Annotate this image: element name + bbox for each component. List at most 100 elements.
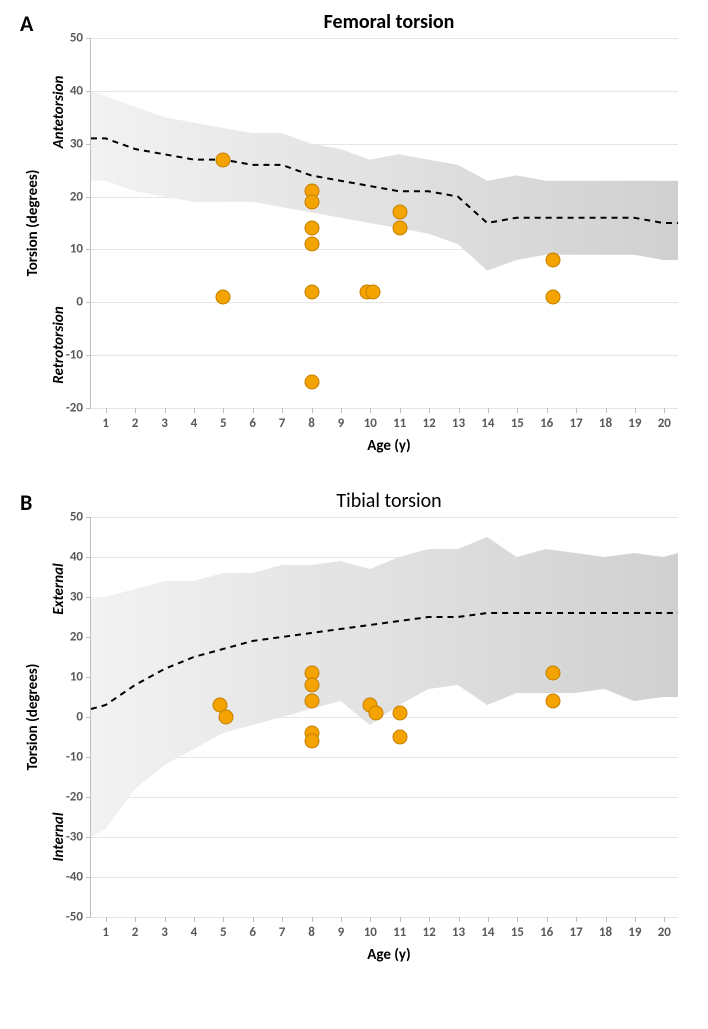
y-tick-label: 40 (70, 550, 91, 565)
x-tick-label: 17 (570, 917, 583, 940)
plot-area: -20-100102030405012345678910111213141516… (90, 38, 678, 409)
x-tick-label: 14 (481, 917, 494, 940)
x-tick-label: 16 (540, 917, 553, 940)
panel-title: Femoral torsion (90, 10, 688, 34)
y-tick-label: -10 (66, 750, 91, 765)
data-marker (545, 253, 560, 268)
side-annotation: Antetorsion (50, 76, 68, 149)
y-tick-label: 0 (76, 710, 91, 725)
x-tick-label: 18 (599, 408, 612, 431)
x-tick-label: 11 (393, 408, 406, 431)
y-tick-label: 30 (70, 136, 91, 151)
x-tick-label: 3 (161, 917, 168, 940)
x-tick-label: 5 (220, 917, 227, 940)
x-tick-label: 13 (452, 408, 465, 431)
x-tick-label: 15 (511, 408, 524, 431)
y-axis-label: Torsion (degrees) (24, 664, 42, 771)
side-annotation: Retrotorsion (50, 306, 68, 384)
data-marker (304, 678, 319, 693)
data-marker (304, 194, 319, 209)
figure-root: AFemoral torsion-20-10010203040501234567… (0, 0, 708, 1029)
x-tick-label: 5 (220, 408, 227, 431)
x-tick-label: 4 (191, 408, 198, 431)
y-tick-label: -20 (66, 790, 91, 805)
data-marker (216, 290, 231, 305)
y-tick-label: 0 (76, 295, 91, 310)
x-tick-label: 18 (599, 917, 612, 940)
data-marker (392, 221, 407, 236)
reference-band (91, 91, 678, 271)
y-tick-label: 50 (70, 510, 91, 525)
x-tick-label: 14 (481, 408, 494, 431)
y-tick-label: -50 (66, 910, 91, 925)
x-tick-label: 2 (132, 408, 139, 431)
x-tick-label: 19 (628, 917, 641, 940)
data-marker (304, 284, 319, 299)
data-marker (392, 706, 407, 721)
plot-area: -50-40-30-20-100102030405012345678910111… (90, 517, 678, 918)
x-tick-label: 15 (511, 917, 524, 940)
data-marker (545, 290, 560, 305)
y-tick-label: -30 (66, 830, 91, 845)
x-tick-label: 6 (249, 408, 256, 431)
data-marker (304, 694, 319, 709)
data-marker (304, 221, 319, 236)
x-tick-label: 20 (658, 917, 671, 940)
chart-svg-layer (91, 38, 678, 408)
chart-svg-layer (91, 517, 678, 917)
panel-B: BTibial torsion-50-40-30-20-100102030405… (20, 489, 688, 964)
x-tick-label: 12 (423, 408, 436, 431)
y-tick-label: -40 (66, 870, 91, 885)
y-tick-label: -10 (66, 348, 91, 363)
x-tick-label: 17 (570, 408, 583, 431)
x-tick-label: 12 (423, 917, 436, 940)
side-annotation: External (50, 563, 68, 614)
data-marker (304, 374, 319, 389)
y-tick-label: 10 (70, 670, 91, 685)
data-marker (545, 666, 560, 681)
x-tick-label: 9 (338, 408, 345, 431)
panel-label: B (20, 489, 32, 516)
x-tick-label: 2 (132, 917, 139, 940)
y-axis-label: Torsion (degrees) (24, 170, 42, 277)
data-marker (216, 152, 231, 167)
x-tick-label: 7 (279, 408, 286, 431)
reference-band (91, 537, 678, 837)
side-annotation: Internal (50, 812, 68, 861)
y-tick-label: 30 (70, 590, 91, 605)
y-gridline (91, 917, 678, 918)
data-marker (369, 706, 384, 721)
y-tick-label: 20 (70, 189, 91, 204)
x-tick-label: 10 (364, 408, 377, 431)
data-marker (392, 730, 407, 745)
data-marker (392, 205, 407, 220)
x-tick-label: 10 (364, 917, 377, 940)
x-tick-label: 16 (540, 408, 553, 431)
data-marker (304, 237, 319, 252)
y-tick-label: 40 (70, 83, 91, 98)
data-marker (366, 284, 381, 299)
panel-title: Tibial torsion (90, 489, 688, 513)
x-tick-label: 9 (338, 917, 345, 940)
x-tick-label: 1 (102, 917, 109, 940)
data-marker (219, 710, 234, 725)
x-tick-label: 4 (191, 917, 198, 940)
x-tick-label: 8 (308, 408, 315, 431)
x-tick-label: 11 (393, 917, 406, 940)
x-axis-label: Age (y) (90, 437, 688, 455)
y-tick-label: 10 (70, 242, 91, 257)
panel-A: A Femoral torsion -20-10010203040501234567… (20, 10, 688, 455)
y-tick-label: -20 (66, 401, 91, 416)
y-tick-label: 20 (70, 630, 91, 645)
x-tick-label: 20 (658, 408, 671, 431)
y-gridline (91, 408, 678, 409)
x-tick-label: 19 (628, 408, 641, 431)
data-marker (304, 734, 319, 749)
panel-label: A (20, 10, 33, 37)
x-tick-label: 7 (279, 917, 286, 940)
x-tick-label: 13 (452, 917, 465, 940)
x-tick-label: 8 (308, 917, 315, 940)
x-tick-label: 1 (102, 408, 109, 431)
x-tick-label: 6 (249, 917, 256, 940)
y-tick-label: 50 (70, 31, 91, 46)
